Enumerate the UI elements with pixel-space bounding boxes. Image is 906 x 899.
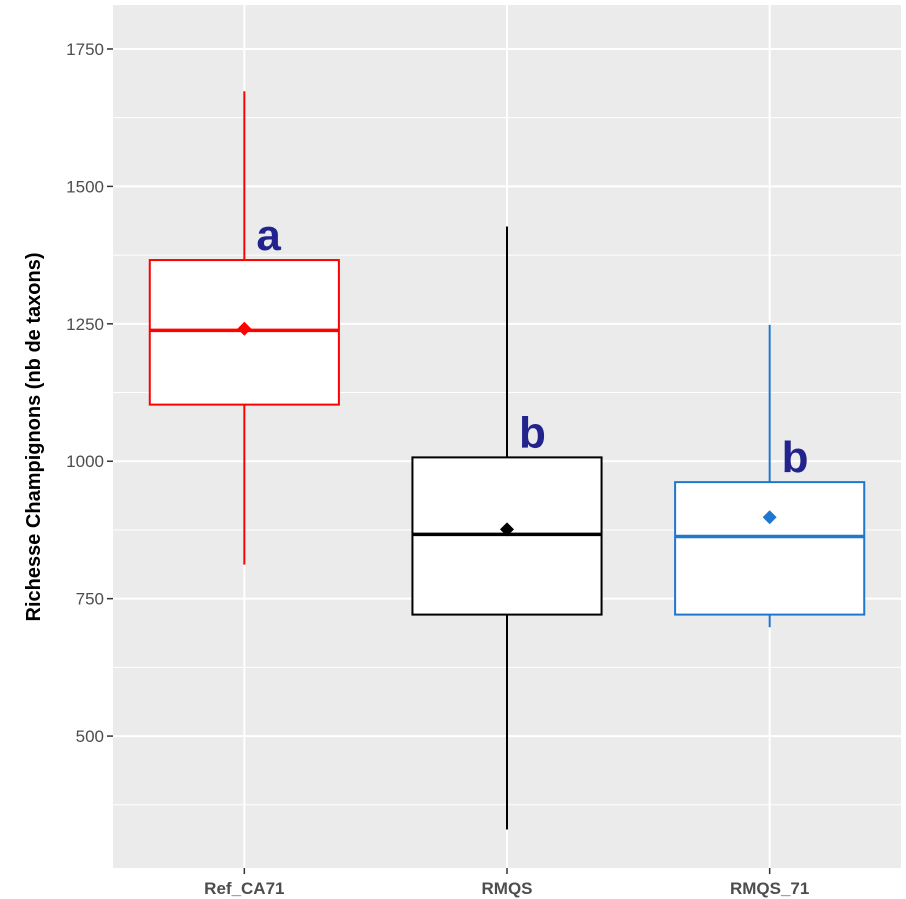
x-tick-label: RMQS bbox=[482, 879, 533, 898]
box-iqr bbox=[674, 481, 866, 616]
y-tick-label: 1250 bbox=[66, 315, 104, 334]
y-tick-label: 1500 bbox=[66, 177, 104, 196]
y-axis: 500 750 1000 1250 1500 1750 bbox=[66, 40, 113, 746]
y-tick-label: 500 bbox=[76, 727, 104, 746]
x-tick-label: RMQS_71 bbox=[730, 879, 809, 898]
mean-marker bbox=[500, 522, 514, 537]
mean-marker bbox=[237, 321, 252, 336]
box-group-Ref_CA71: a bbox=[148, 91, 340, 565]
x-tick-label: Ref_CA71 bbox=[204, 879, 284, 898]
y-tick-label: 1750 bbox=[66, 40, 104, 59]
mean-marker bbox=[762, 510, 777, 525]
y-tick-label: 1000 bbox=[66, 452, 104, 471]
box-group-RMQS_71: b bbox=[674, 324, 866, 628]
significance-letter: b bbox=[519, 408, 546, 457]
y-tick-label: 750 bbox=[76, 590, 104, 609]
significance-letter: a bbox=[256, 211, 281, 260]
boxes: a b b bbox=[148, 91, 866, 830]
box-group-RMQS: b bbox=[411, 226, 603, 830]
y-axis-title: Richesse Champignons (nb de taxons) bbox=[23, 253, 45, 622]
significance-letter: b bbox=[782, 433, 809, 482]
x-axis: Ref_CA71 RMQS RMQS_71 bbox=[204, 868, 809, 898]
